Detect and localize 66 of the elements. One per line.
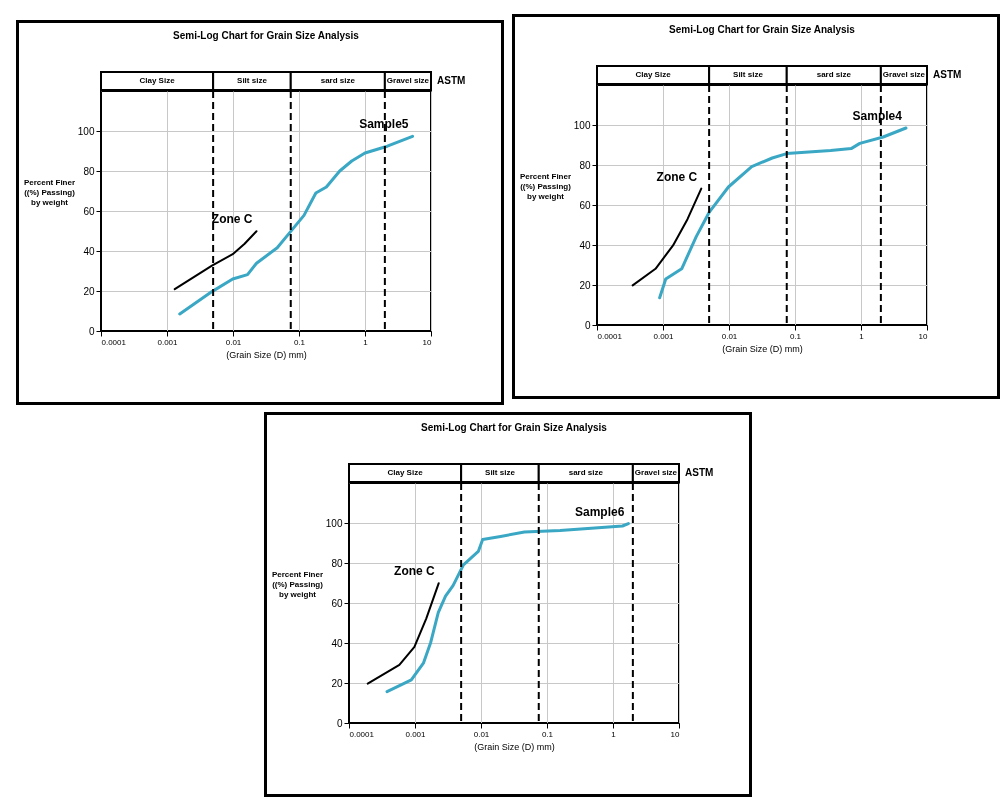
x-tick-label: 0.01 <box>721 331 738 341</box>
text: ASTM <box>685 467 714 478</box>
text: ASTM <box>437 75 466 86</box>
x-tick-label: 0.01 <box>225 337 242 347</box>
y-tick-label: 0 <box>336 717 343 729</box>
y-tick-label: 20 <box>331 677 343 689</box>
text: Gravel size <box>634 468 678 477</box>
x-axis-title: (Grain Size (D) mm) <box>722 343 803 354</box>
y-tick-label: 60 <box>83 205 95 217</box>
text: Gravel size <box>882 70 926 79</box>
x-tick-label: 1 <box>363 337 369 347</box>
text: ASTM <box>933 69 962 80</box>
x-tick-label: 0.0001 <box>101 337 127 347</box>
series-label: Zone C <box>211 212 253 227</box>
x-tick-label: 0.001 <box>157 337 179 347</box>
x-tick-label: 0.1 <box>789 331 802 341</box>
y-tick-label: 60 <box>331 597 343 609</box>
x-tick-label: 10 <box>670 729 681 739</box>
text: sard size <box>568 468 604 477</box>
text: sard size <box>320 76 356 85</box>
y-tick-label: 40 <box>83 245 95 257</box>
text: Gravel size <box>386 76 430 85</box>
y-axis-title: Percent Finer ((%) Passing) by weight <box>271 569 324 599</box>
chart-title: Semi-Log Chart for Grain Size Analysis <box>421 422 608 433</box>
x-tick-label: 0.01 <box>473 729 490 739</box>
y-tick-label: 20 <box>579 279 591 291</box>
series-label: Sample6 <box>575 504 625 519</box>
y-tick-label: 80 <box>83 165 95 177</box>
y-tick-label: 80 <box>331 557 343 569</box>
y-tick-label: 60 <box>579 199 591 211</box>
text: Clay Size <box>635 70 672 79</box>
x-tick-label: 1 <box>611 729 617 739</box>
text: Clay Size <box>387 468 424 477</box>
series-label: Zone C <box>656 169 698 184</box>
y-tick-label: 100 <box>325 517 343 529</box>
text: Clay Size <box>139 76 176 85</box>
series-label: Zone C <box>394 564 436 579</box>
y-tick-label: 100 <box>77 125 95 137</box>
series-label: Sample5 <box>359 117 409 132</box>
y-axis-title: Percent Finer ((%) Passing) by weight <box>23 177 76 207</box>
x-tick-label: 0.001 <box>405 729 427 739</box>
x-tick-label: 0.0001 <box>349 729 375 739</box>
x-axis-title: (Grain Size (D) mm) <box>474 741 555 752</box>
x-tick-label: 0.0001 <box>597 331 623 341</box>
y-tick-label: 0 <box>584 319 591 331</box>
text: sard size <box>816 70 852 79</box>
series-label: Sample4 <box>852 109 903 123</box>
x-tick-label: 0.001 <box>653 331 675 341</box>
x-tick-label: 10 <box>422 337 433 347</box>
x-tick-label: 0.1 <box>541 729 554 739</box>
chart-title: Semi-Log Chart for Grain Size Analysis <box>669 24 856 35</box>
x-axis-title: (Grain Size (D) mm) <box>226 349 307 360</box>
y-tick-label: 40 <box>331 637 343 649</box>
x-tick-label: 1 <box>859 331 865 341</box>
y-tick-label: 20 <box>83 285 95 297</box>
y-tick-label: 100 <box>573 119 591 131</box>
y-tick-label: 80 <box>579 159 591 171</box>
chart-title: Semi-Log Chart for Grain Size Analysis <box>173 30 360 41</box>
y-tick-label: 0 <box>88 325 95 337</box>
text: Silt size <box>485 468 516 477</box>
text: Silt size <box>237 76 268 85</box>
y-tick-label: 40 <box>579 239 591 251</box>
y-axis-title: Percent Finer ((%) Passing) by weight <box>519 171 572 201</box>
x-tick-label: 0.1 <box>293 337 306 347</box>
x-tick-label: 10 <box>918 331 929 341</box>
text: Silt size <box>733 70 764 79</box>
